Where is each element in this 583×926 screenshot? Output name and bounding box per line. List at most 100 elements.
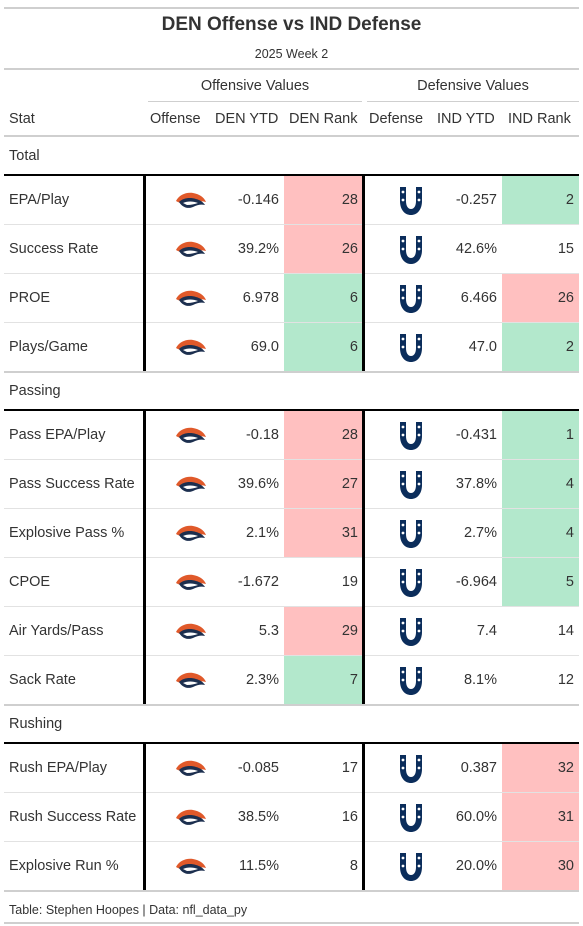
den-ytd-value: -0.146 [237, 192, 279, 208]
ind-rank-value: 32 [557, 760, 574, 776]
defense-divider-bar [362, 742, 365, 890]
row-divider [4, 508, 579, 509]
row-divider [4, 224, 579, 225]
row-divider [4, 273, 579, 274]
ind-rank-value: 5 [565, 574, 574, 590]
column-header-den-rank: DEN Rank [289, 111, 358, 127]
offense-divider-bar [143, 174, 146, 371]
ind-rank-fill [502, 558, 579, 607]
ind-ytd-value: 0.387 [460, 760, 497, 776]
broncos-logo-icon [174, 757, 208, 786]
den-ytd-value: -0.18 [245, 427, 279, 443]
stat-name: Pass Success Rate [9, 476, 135, 492]
ind-rank-value: 2 [565, 192, 574, 208]
table-title: DEN Offense vs IND Defense [161, 14, 422, 35]
defense-divider-bar [362, 174, 365, 371]
row-divider [4, 322, 579, 323]
top-border [4, 7, 579, 9]
colts-horseshoe-icon [397, 185, 425, 222]
ind-ytd-value: 42.6% [455, 241, 497, 257]
stat-name: Explosive Pass % [9, 525, 125, 541]
den-rank-value: 19 [341, 574, 358, 590]
stat-name: CPOE [9, 574, 51, 590]
offense-divider-bar [143, 742, 146, 890]
row-divider [4, 655, 579, 656]
ind-rank-value: 30 [557, 858, 574, 874]
table-subtitle: 2025 Week 2 [254, 47, 329, 61]
row-divider [4, 459, 579, 460]
ind-rank-fill [502, 793, 579, 842]
ind-rank-value: 12 [557, 672, 574, 688]
ind-ytd-value: 8.1% [463, 672, 497, 688]
den-rank-fill [284, 656, 363, 705]
broncos-logo-icon [174, 473, 208, 502]
table-row: Pass Success Rate 39.6% 27 37.8% 4 [4, 460, 579, 509]
column-header-defense: Defense [369, 111, 424, 127]
colts-horseshoe-icon [397, 753, 425, 790]
den-rank-value: 7 [349, 672, 358, 688]
stat-name: Rush EPA/Play [9, 760, 108, 776]
broncos-logo-icon [174, 189, 208, 218]
den-rank-fill [284, 842, 363, 891]
table-source-note: Table: Stephen Hoopes | Data: nfl_data_p… [9, 903, 248, 917]
broncos-logo-icon [174, 287, 208, 316]
table-row: EPA/Play -0.146 28 -0.257 2 [4, 176, 579, 225]
table-row: Explosive Pass % 2.1% 31 2.7% 4 [4, 509, 579, 558]
row-divider [4, 792, 579, 793]
colts-horseshoe-icon [397, 332, 425, 369]
column-header-stat: Stat [9, 111, 35, 127]
table-row: Sack Rate 2.3% 7 8.1% 12 [4, 656, 579, 705]
ind-rank-value: 1 [565, 427, 574, 443]
colts-horseshoe-icon [397, 802, 425, 839]
ind-rank-fill [502, 411, 579, 460]
den-ytd-value: 11.5% [238, 858, 279, 874]
den-rank-value: 17 [341, 760, 358, 776]
colts-horseshoe-icon [397, 851, 425, 888]
ind-rank-value: 4 [565, 476, 574, 492]
row-group-label: Rushing [9, 716, 63, 732]
defense-divider-bar [362, 409, 365, 704]
ind-ytd-value: -0.431 [455, 427, 497, 443]
den-ytd-value: 39.6% [237, 476, 279, 492]
stat-name: EPA/Play [9, 192, 70, 208]
colts-horseshoe-icon [397, 518, 425, 555]
ind-rank-value: 26 [557, 290, 574, 306]
stat-name: PROE [9, 290, 51, 306]
group-top-border [4, 174, 579, 176]
den-ytd-value: 39.2% [237, 241, 279, 257]
ind-rank-fill [502, 607, 579, 656]
stat-name: Sack Rate [9, 672, 76, 688]
den-rank-fill [284, 323, 363, 372]
column-header-ind-rank: IND Rank [508, 111, 571, 127]
ind-rank-value: 15 [557, 241, 574, 257]
den-rank-value: 31 [341, 525, 358, 541]
den-rank-value: 28 [341, 427, 358, 443]
den-ytd-value: 2.1% [245, 525, 279, 541]
defensive-spanner-line [367, 101, 579, 102]
offense-divider-bar [143, 409, 146, 704]
colts-horseshoe-icon [397, 616, 425, 653]
broncos-logo-icon [174, 522, 208, 551]
den-rank-fill [284, 460, 363, 509]
heading-divider [4, 68, 579, 70]
stat-name: Air Yards/Pass [9, 623, 104, 639]
den-rank-fill [284, 225, 363, 274]
ind-rank-fill [502, 225, 579, 274]
row-group-label: Total [9, 148, 40, 164]
stat-name: Pass EPA/Play [9, 427, 106, 443]
den-rank-fill [284, 274, 363, 323]
den-rank-fill [284, 411, 363, 460]
stat-name: Success Rate [9, 241, 99, 257]
row-divider [4, 557, 579, 558]
header-bottom-border [4, 135, 579, 137]
den-ytd-value: 69.0 [250, 339, 279, 355]
den-rank-value: 29 [341, 623, 358, 639]
colts-horseshoe-icon [397, 469, 425, 506]
ind-rank-fill [502, 460, 579, 509]
den-rank-value: 28 [341, 192, 358, 208]
den-rank-value: 26 [341, 241, 358, 257]
row-divider [4, 890, 579, 892]
ind-rank-value: 4 [565, 525, 574, 541]
ind-ytd-value: 6.466 [460, 290, 497, 306]
den-rank-fill [284, 558, 363, 607]
